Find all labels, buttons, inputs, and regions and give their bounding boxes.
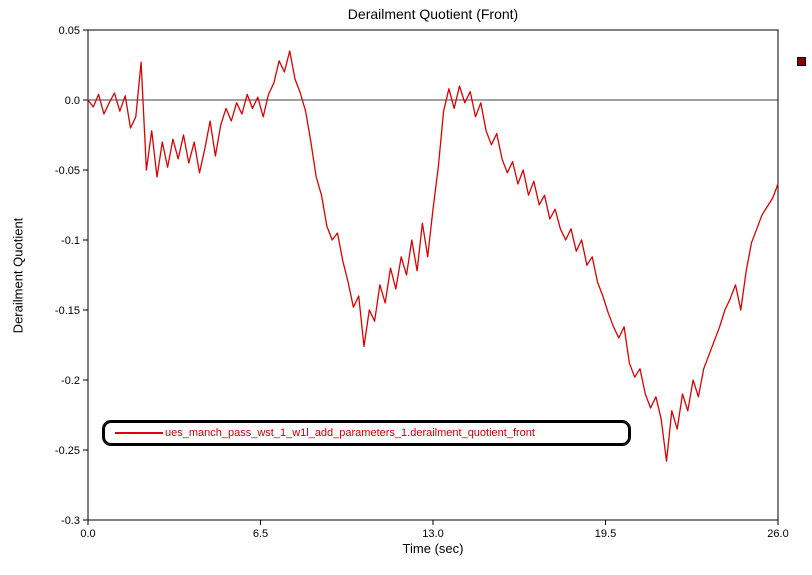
- y-tick-label: 0.0: [65, 95, 80, 107]
- y-tick-label: 0.05: [59, 25, 80, 37]
- x-tick-label: 19.5: [595, 528, 616, 540]
- y-tick-label: -0.15: [55, 305, 80, 317]
- y-tick-label: -0.2: [61, 375, 80, 387]
- legend-line-sample-icon: [115, 432, 163, 434]
- y-tick-label: -0.25: [55, 445, 80, 457]
- x-tick-label: 0.0: [80, 528, 95, 540]
- legend-series-label: ues_manch_pass_wst_1_w1l_add_parameters_…: [165, 427, 535, 439]
- y-tick-label: -0.3: [61, 515, 80, 527]
- series-line: [87, 50, 779, 462]
- x-tick-label: 13.0: [422, 528, 443, 540]
- y-tick-label: -0.05: [55, 165, 80, 177]
- chart-title: Derailment Quotient (Front): [347, 6, 519, 22]
- corner-marker-icon: [797, 57, 806, 66]
- legend-box: ues_manch_pass_wst_1_w1l_add_parameters_…: [102, 420, 631, 446]
- plot-border: [87, 29, 779, 521]
- x-tick-label: 6.5: [253, 528, 268, 540]
- x-tick-label: 26.0: [767, 528, 788, 540]
- x-axis-label: Time (sec): [402, 541, 464, 556]
- y-tick-label: -0.1: [61, 235, 80, 247]
